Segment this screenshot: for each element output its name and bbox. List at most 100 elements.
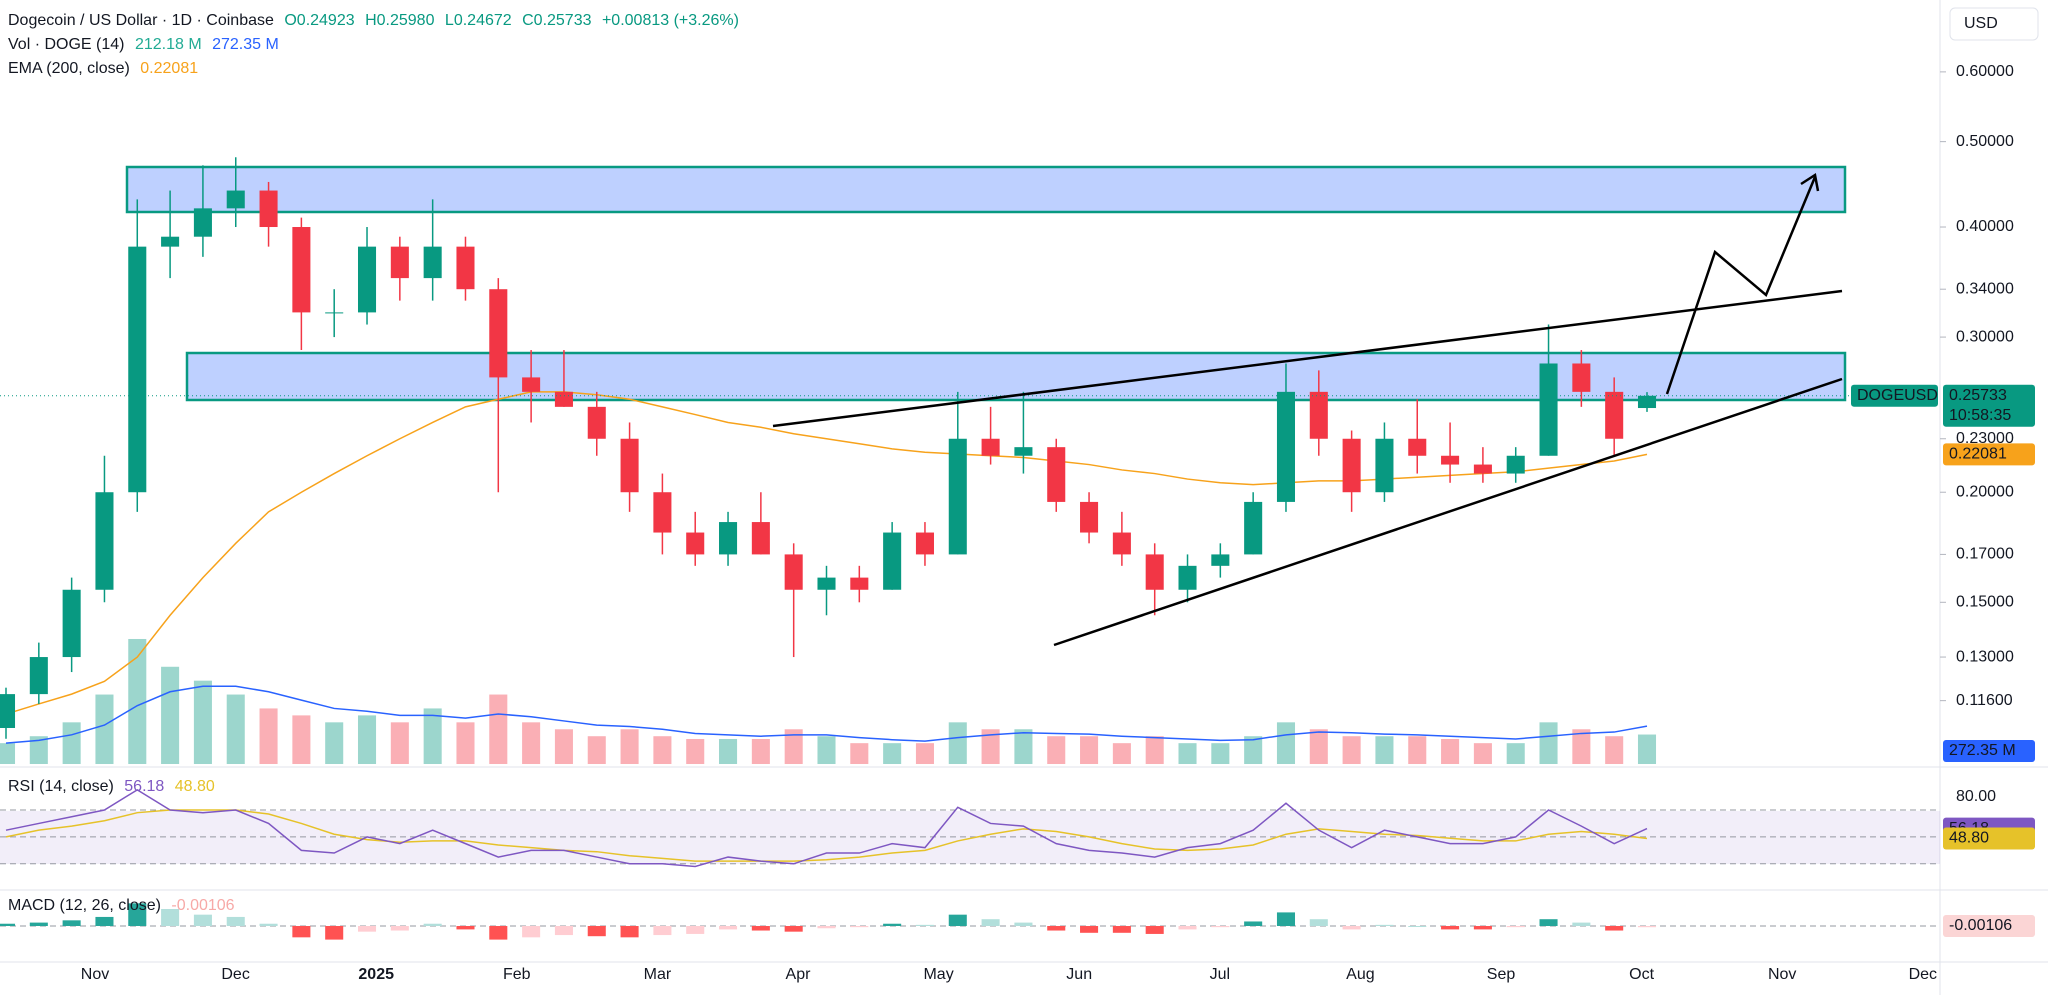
volume-bar bbox=[226, 694, 245, 764]
candle-body bbox=[1605, 391, 1624, 439]
trendline-lower bbox=[1053, 377, 1843, 647]
y-tick-label: 0.11600 bbox=[1956, 692, 2013, 709]
macd-bar bbox=[95, 916, 114, 926]
macd-bar bbox=[226, 916, 245, 926]
volume-bar bbox=[1408, 736, 1427, 764]
candle-body bbox=[1145, 554, 1164, 590]
legend-main: Dogecoin / US Dollar · 1D · Coinbase O0.… bbox=[8, 12, 745, 30]
rsi-tick-label: 80.00 bbox=[1956, 788, 1996, 805]
volume-bar bbox=[128, 638, 147, 764]
y-tick-label: 0.20000 bbox=[1956, 483, 2014, 500]
volume-bar bbox=[1375, 736, 1394, 764]
volume-bar bbox=[1145, 736, 1164, 764]
macd-bar bbox=[1539, 919, 1558, 926]
resistance-zone bbox=[125, 165, 1847, 214]
macd-bar bbox=[751, 926, 770, 931]
volume-bar bbox=[1178, 743, 1197, 764]
volume-bar bbox=[29, 736, 48, 764]
macd-bar bbox=[423, 923, 442, 926]
volume-bar bbox=[915, 743, 934, 764]
rsi-name: RSI (14, close) bbox=[8, 778, 114, 795]
macd-bar bbox=[1605, 926, 1624, 931]
candle-body bbox=[128, 246, 147, 493]
volume-bar bbox=[1309, 729, 1328, 764]
volume-bar bbox=[259, 708, 278, 764]
macd-bar bbox=[1375, 924, 1394, 926]
macd-bar bbox=[1080, 926, 1099, 933]
candle-body bbox=[1375, 438, 1394, 493]
macd-bar bbox=[259, 923, 278, 926]
candle-body bbox=[1473, 464, 1492, 474]
candle-body bbox=[29, 657, 48, 695]
quote-open: O0.24923 bbox=[284, 12, 355, 29]
drawings-over bbox=[772, 172, 1843, 647]
arrow-head bbox=[1800, 172, 1820, 192]
candle-body bbox=[1244, 501, 1263, 555]
macd-bar bbox=[161, 909, 180, 926]
candle-body bbox=[1342, 438, 1361, 493]
macd-bar bbox=[522, 926, 541, 938]
macd-bar bbox=[784, 926, 803, 932]
rsi-line bbox=[5, 788, 1648, 868]
rsi-value: 56.18 bbox=[124, 778, 165, 795]
macd-tag-box bbox=[1943, 915, 2035, 937]
macd-bar bbox=[1309, 919, 1328, 926]
legend-macd: MACD (12, 26, close) -0.00106 bbox=[8, 897, 241, 915]
quote-close: C0.25733 bbox=[522, 12, 592, 29]
x-tick-label: Mar bbox=[644, 966, 672, 983]
y-tick-label: 0.13000 bbox=[1956, 648, 2014, 665]
currency: USD bbox=[1964, 15, 1998, 32]
x-tick-label: Apr bbox=[786, 966, 812, 983]
candle-body bbox=[390, 246, 409, 279]
volume-bar bbox=[292, 715, 311, 764]
volume-bar bbox=[1211, 743, 1230, 764]
macd-bar bbox=[29, 922, 48, 926]
candle-body bbox=[784, 554, 803, 590]
volume-bar bbox=[784, 729, 803, 764]
candle-body bbox=[1506, 455, 1525, 474]
macd-bar bbox=[981, 919, 1000, 926]
volume-bar bbox=[1342, 736, 1361, 764]
x-tick-label: Aug bbox=[1346, 966, 1374, 983]
currency-box[interactable] bbox=[1949, 7, 2039, 41]
candle-body bbox=[751, 522, 770, 555]
candle-body bbox=[883, 532, 902, 590]
macd-bar bbox=[1408, 926, 1427, 927]
candle-body bbox=[226, 190, 245, 209]
rsi-band bbox=[0, 811, 1940, 864]
macd-bar bbox=[325, 926, 344, 940]
volume-bar bbox=[850, 743, 869, 764]
volume-bar bbox=[489, 694, 508, 764]
ema-line bbox=[5, 391, 1648, 715]
volume-bar bbox=[423, 708, 442, 764]
candle-body bbox=[0, 694, 16, 728]
rsi-ma-tag: 48.80 bbox=[1949, 830, 1989, 847]
macd-bar bbox=[653, 926, 672, 936]
macd-bar bbox=[719, 926, 738, 930]
volume-bar bbox=[653, 736, 672, 764]
symbol-tag: DOGEUSD bbox=[1857, 387, 1938, 404]
support-zone bbox=[185, 351, 1847, 402]
volume-bar bbox=[1637, 734, 1657, 764]
volume-bar bbox=[1244, 736, 1263, 764]
volume-bar bbox=[0, 743, 16, 764]
y-tick-label: 0.30000 bbox=[1956, 328, 2014, 345]
volume-bar bbox=[751, 738, 770, 764]
candle-body bbox=[357, 246, 377, 313]
volume-bar bbox=[1441, 738, 1460, 764]
volume-bar bbox=[1276, 722, 1296, 764]
macd-bar bbox=[0, 923, 16, 926]
volume-bar bbox=[62, 722, 81, 764]
candle-body bbox=[1309, 391, 1328, 439]
candle-body bbox=[620, 438, 639, 493]
x-tick-label: Oct bbox=[1629, 966, 1654, 983]
macd-bar bbox=[1637, 926, 1657, 928]
volume-bar bbox=[161, 666, 180, 764]
candle-body bbox=[981, 438, 1000, 456]
candle-body bbox=[456, 246, 475, 290]
macd-bar bbox=[1112, 926, 1131, 933]
legend-title: Dogecoin / US Dollar · 1D · Coinbase bbox=[8, 12, 274, 29]
volume-bar bbox=[554, 729, 573, 764]
macd-bar bbox=[62, 920, 81, 926]
candle-body bbox=[1047, 447, 1066, 502]
